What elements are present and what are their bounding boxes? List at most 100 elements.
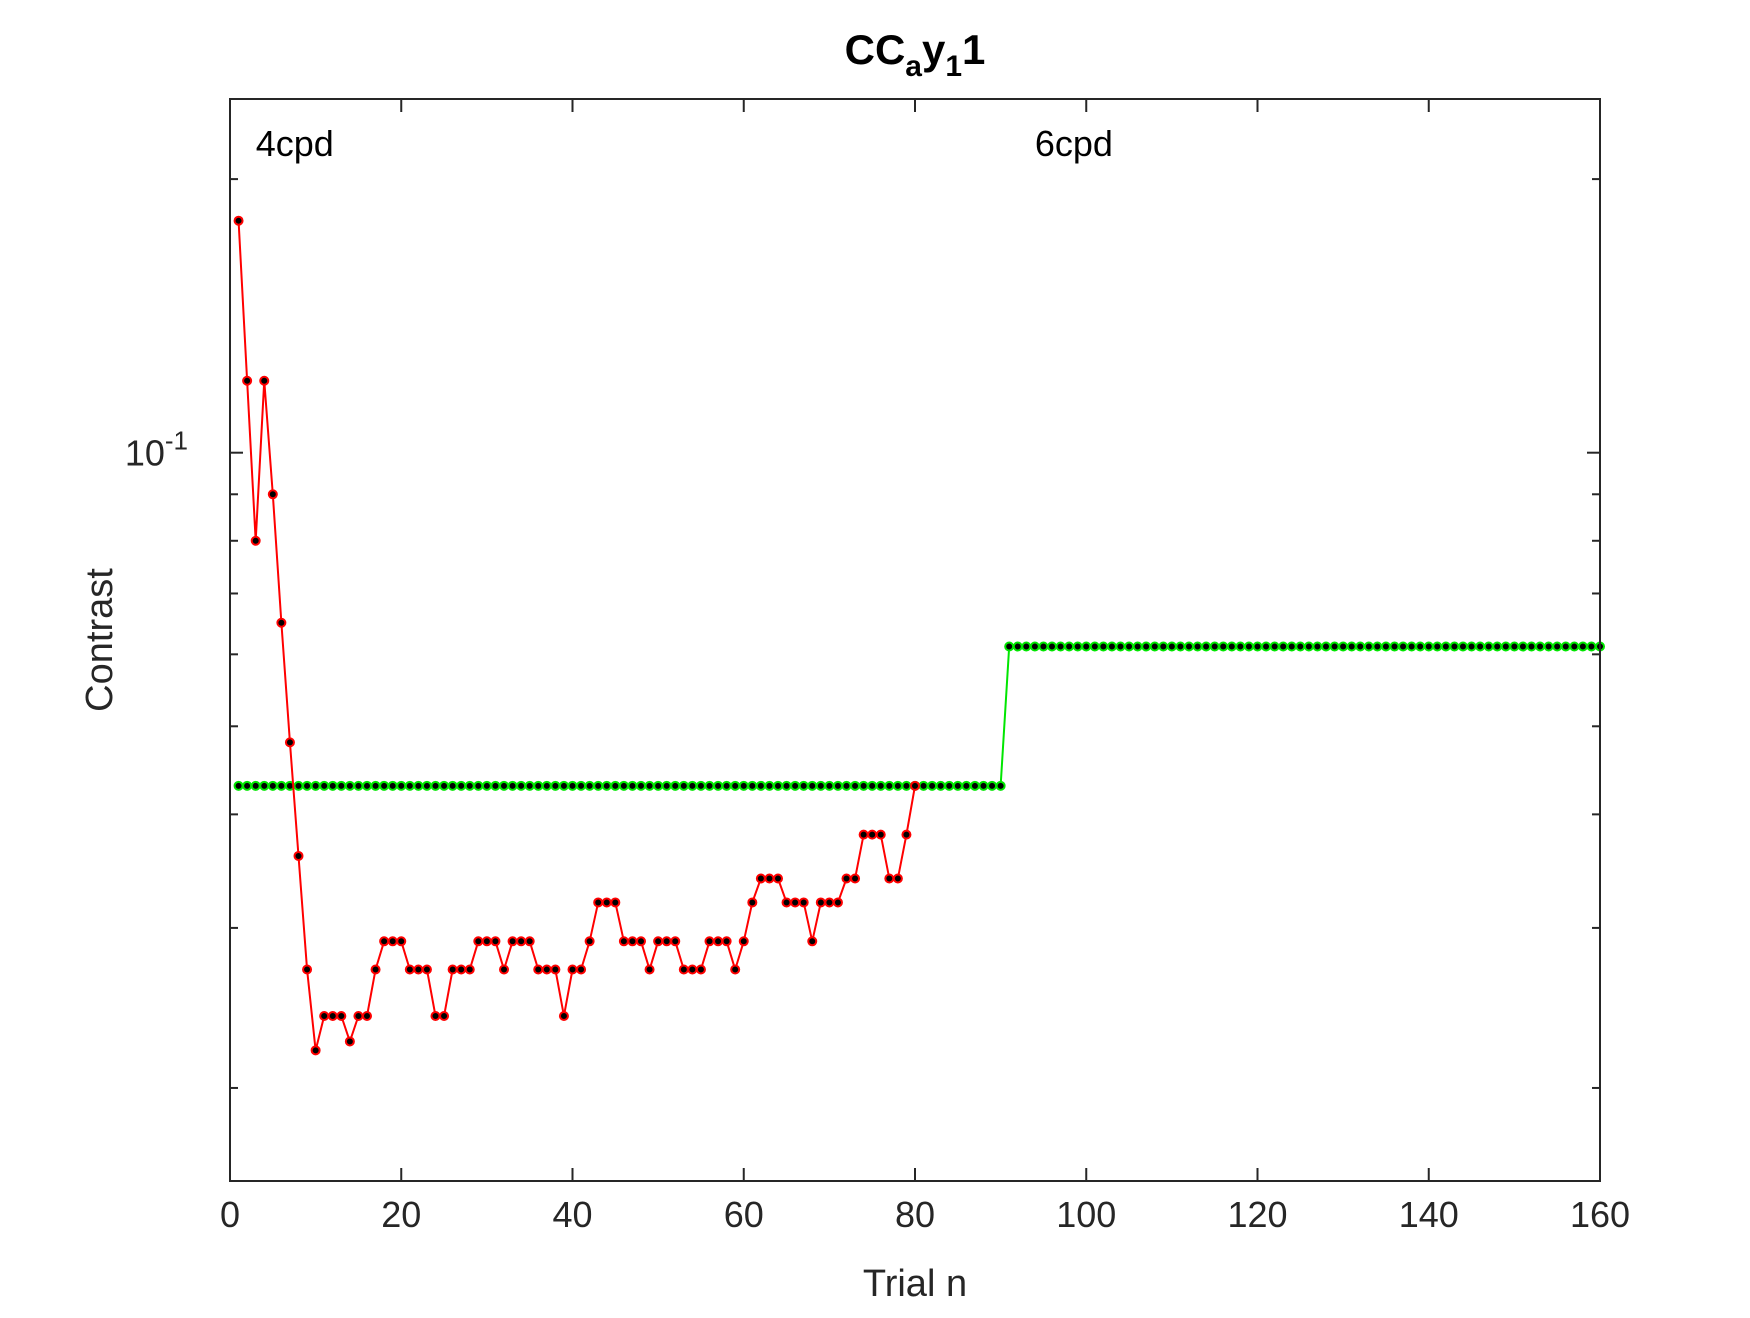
- green-point: [456, 780, 467, 791]
- red-point: [516, 936, 527, 947]
- red-point: [627, 936, 638, 947]
- green-point: [969, 780, 980, 791]
- x-tick-label: 120: [1227, 1194, 1287, 1235]
- red-point: [379, 936, 390, 947]
- green-point: [1338, 641, 1349, 652]
- green-point: [576, 780, 587, 791]
- green-point: [995, 780, 1006, 791]
- red-point: [798, 897, 809, 908]
- green-point: [858, 780, 869, 791]
- green-point: [1423, 641, 1434, 652]
- red-point: [910, 780, 920, 791]
- green-point: [1458, 641, 1468, 652]
- red-point: [481, 936, 492, 947]
- green-point: [1004, 641, 1015, 652]
- red-point: [875, 829, 886, 840]
- green-point: [1029, 641, 1040, 652]
- red-point: [653, 936, 664, 947]
- green-point: [927, 780, 938, 791]
- green-point: [464, 780, 475, 791]
- green-point: [978, 780, 989, 791]
- red-point: [738, 936, 749, 947]
- green-point: [875, 780, 886, 791]
- green-point: [1055, 641, 1066, 652]
- green-point: [1543, 641, 1554, 652]
- green-point: [790, 780, 801, 791]
- red-point: [524, 936, 535, 947]
- green-point: [550, 780, 561, 791]
- red-point: [310, 1045, 321, 1056]
- green-point: [353, 780, 364, 791]
- red-point: [413, 964, 424, 975]
- red-point: [781, 897, 792, 908]
- green-point: [892, 780, 903, 791]
- green-point: [1132, 641, 1143, 652]
- red-point: [276, 617, 287, 628]
- green-point: [242, 780, 253, 791]
- green-point: [507, 780, 518, 791]
- green-point: [1552, 641, 1563, 652]
- green-point: [1415, 641, 1426, 652]
- green-point: [1192, 641, 1203, 652]
- green-point: [1021, 641, 1032, 652]
- green-point: [1166, 641, 1177, 652]
- red-point: [396, 936, 407, 947]
- chart-title: CCay11: [845, 26, 986, 83]
- red-point: [850, 873, 861, 884]
- y-tick-label: 10-1: [125, 426, 188, 474]
- green-point: [1141, 641, 1152, 652]
- green-point: [524, 780, 535, 791]
- annotation-6cpd: 6cpd: [1035, 123, 1113, 164]
- green-point: [516, 780, 527, 791]
- x-tick-label: 0: [220, 1194, 240, 1235]
- green-point: [1218, 641, 1229, 652]
- green-point: [1278, 641, 1289, 652]
- green-point: [413, 780, 424, 791]
- red-point: [576, 964, 587, 975]
- red-point: [404, 964, 415, 975]
- red-point: [901, 829, 912, 840]
- green-point: [764, 780, 775, 791]
- red-point: [293, 850, 304, 861]
- green-point: [1312, 641, 1323, 652]
- green-point: [944, 780, 955, 791]
- red-point: [550, 964, 561, 975]
- green-point: [473, 780, 484, 791]
- green-point: [379, 780, 390, 791]
- red-point: [250, 535, 261, 546]
- green-point: [1286, 641, 1297, 652]
- green-point: [636, 780, 646, 791]
- x-axis-label: Trial n: [863, 1263, 967, 1305]
- red-point: [344, 1036, 355, 1047]
- green-point: [533, 780, 544, 791]
- green-point: [721, 780, 732, 791]
- green-point: [1466, 641, 1477, 652]
- red-point: [644, 964, 655, 975]
- green-point: [832, 780, 843, 791]
- green-point: [1106, 641, 1117, 652]
- green-point: [841, 780, 852, 791]
- green-point: [1089, 641, 1100, 652]
- red-point: [824, 897, 835, 908]
- red-point: [815, 897, 826, 908]
- green-point: [773, 780, 783, 791]
- green-point: [687, 780, 698, 791]
- green-point: [935, 780, 946, 791]
- red-point: [884, 873, 895, 884]
- green-point: [653, 780, 664, 791]
- green-point: [1295, 641, 1306, 652]
- green-point: [362, 780, 372, 791]
- green-point: [610, 780, 621, 791]
- red-point: [790, 897, 801, 908]
- red-point: [327, 1010, 338, 1021]
- green-point: [1269, 641, 1280, 652]
- green-point: [713, 780, 724, 791]
- green-point: [730, 780, 741, 791]
- red-point: [567, 964, 578, 975]
- green-point: [1492, 641, 1503, 652]
- red-point: [362, 1010, 372, 1021]
- green-point: [601, 780, 612, 791]
- red-point: [233, 215, 244, 226]
- green-point: [1158, 641, 1169, 652]
